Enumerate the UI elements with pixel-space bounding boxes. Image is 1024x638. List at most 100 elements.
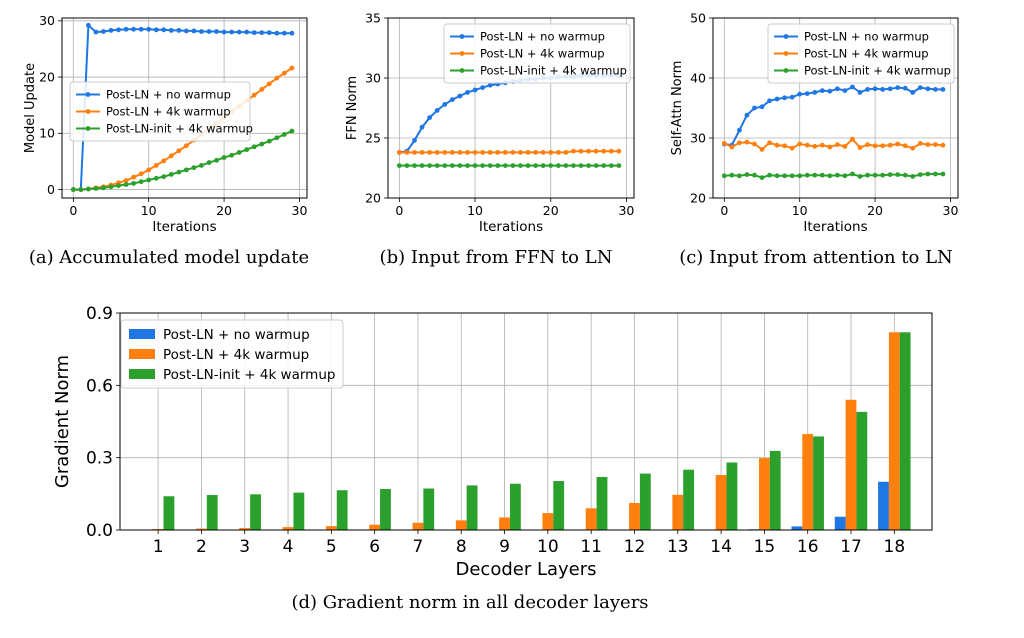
caption: (d) Gradient norm in all decoder layers <box>291 592 648 613</box>
data-point <box>161 27 167 33</box>
data-point <box>465 150 470 155</box>
plot-frame <box>387 17 635 199</box>
data-point <box>925 86 931 92</box>
data-point <box>842 144 848 149</box>
x-tick-label: 10 <box>467 203 483 218</box>
data-point <box>887 86 893 92</box>
bar <box>726 462 738 530</box>
data-point <box>236 29 242 35</box>
data-point <box>827 144 833 150</box>
data-point <box>168 27 174 33</box>
data-point <box>419 124 425 130</box>
data-point <box>880 172 886 178</box>
data-point <box>752 141 757 147</box>
data-point <box>510 150 516 155</box>
bar <box>596 476 608 530</box>
data-point <box>571 163 576 169</box>
x-tick-label: 11 <box>580 537 602 557</box>
data-point <box>555 163 561 169</box>
data-point <box>917 85 923 90</box>
data-point <box>782 173 788 179</box>
data-point <box>131 174 137 180</box>
data-point <box>434 108 440 113</box>
data-point <box>767 172 772 178</box>
y-tick-label: 35 <box>365 10 381 25</box>
legend-marker <box>459 51 465 56</box>
y-tick-label: 25 <box>365 130 381 145</box>
legend-box <box>69 81 251 142</box>
bar <box>542 513 554 530</box>
data-point <box>850 84 855 90</box>
data-point <box>244 147 250 153</box>
data-point <box>123 178 129 183</box>
data-point <box>161 174 167 180</box>
data-point <box>289 128 295 134</box>
x-tick-label: 10 <box>141 203 157 218</box>
data-point <box>752 105 757 111</box>
data-point <box>729 144 735 150</box>
data-point <box>480 150 486 155</box>
data-point <box>548 150 554 155</box>
data-point <box>214 29 219 34</box>
data-point <box>427 163 433 169</box>
data-point <box>902 85 908 91</box>
x-tick-label: 30 <box>943 203 959 218</box>
y-tick-label: 30 <box>39 13 55 28</box>
data-point <box>199 29 204 34</box>
x-tick-label: 8 <box>456 537 467 557</box>
bar <box>553 481 565 530</box>
data-point <box>495 163 501 169</box>
data-point <box>101 29 106 34</box>
data-point <box>404 163 410 169</box>
data-point <box>108 27 114 33</box>
caption: (b) Input from FFN to LN <box>380 247 613 268</box>
bar <box>293 492 305 530</box>
x-tick-label: 4 <box>283 537 294 557</box>
x-tick-label: 0 <box>395 203 403 218</box>
legend: Post-LN + no warmup Post-LN + 4k warmup Po… <box>69 81 253 142</box>
data-point <box>940 87 946 92</box>
data-point <box>266 138 272 144</box>
data-point <box>465 163 470 169</box>
x-tick-label: 3 <box>239 537 250 557</box>
data-point <box>578 163 584 169</box>
y-tick-label: 20 <box>690 190 706 205</box>
bar <box>250 494 261 530</box>
data-point <box>887 172 893 178</box>
legend-swatch <box>129 349 155 359</box>
data-point <box>789 173 795 179</box>
data-point <box>586 148 591 154</box>
data-point <box>449 97 455 102</box>
data-point <box>895 85 901 90</box>
bar <box>369 524 381 530</box>
chart-a: 0 10 20 30 0 10 20 30 Iterations Model Update Post… <box>23 13 309 268</box>
bar <box>856 411 868 530</box>
legend: Post-LN + no warmup Post-LN + 4k warmup Po… <box>443 23 631 84</box>
x-tick-label: 20 <box>867 203 883 218</box>
legend: Post-LN + no warmup Post-LN + 4k warmup Po… <box>120 319 344 389</box>
data-point <box>578 148 584 154</box>
data-point <box>736 127 742 133</box>
data-point <box>932 142 938 148</box>
legend-marker <box>85 126 91 131</box>
data-point <box>774 96 780 102</box>
data-point <box>850 171 855 177</box>
data-point <box>782 95 788 101</box>
data-point <box>191 28 197 34</box>
data-point <box>206 29 212 34</box>
x-tick-label: 0 <box>720 203 728 218</box>
legend-swatch <box>129 329 155 339</box>
data-point <box>842 88 848 93</box>
data-point <box>274 30 280 36</box>
data-point <box>251 144 257 150</box>
data-point <box>442 150 448 155</box>
bar <box>206 495 218 530</box>
data-point <box>168 153 174 159</box>
legend-marker <box>783 68 789 73</box>
x-tick-label: 30 <box>292 203 308 218</box>
legend-swatch <box>129 369 155 379</box>
y-tick-label: 20 <box>39 69 55 84</box>
data-point <box>153 27 159 33</box>
data-point <box>827 88 833 94</box>
